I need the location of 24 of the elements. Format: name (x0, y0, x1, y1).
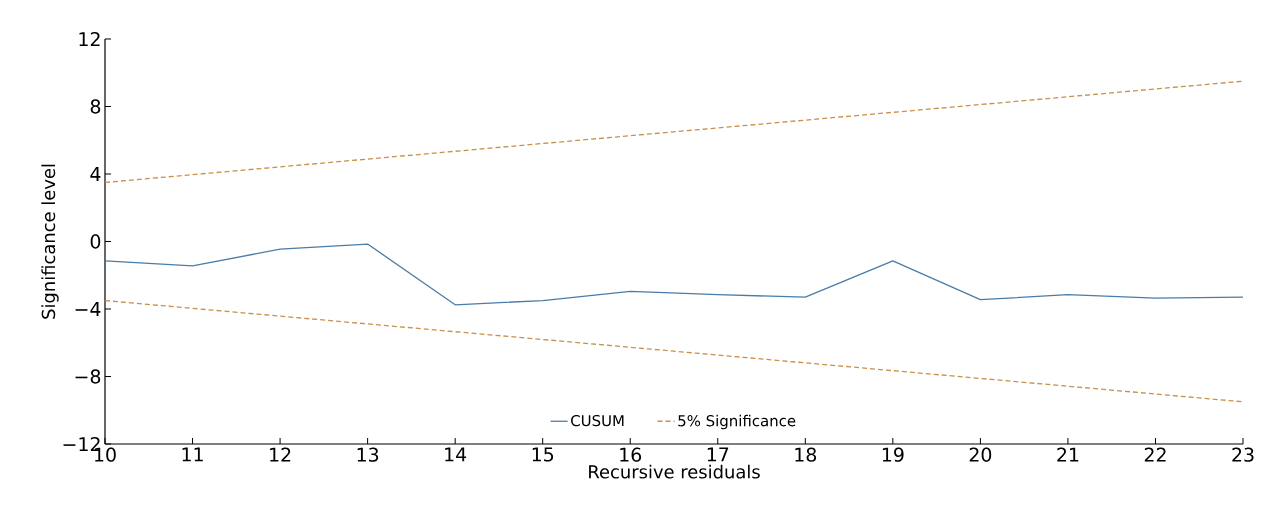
y-tick-label: −8 (75, 369, 101, 384)
y-tick-label: −4 (75, 302, 101, 316)
x-tick-label: 20 (969, 447, 992, 462)
y-axis-title: Significance level (41, 164, 59, 319)
y-tick-label: 4 (90, 167, 101, 181)
x-tick-label: 16 (620, 447, 642, 462)
x-tick-label: 19 (882, 447, 904, 462)
x-tick-label: 12 (270, 447, 291, 462)
x-tick-label: 17 (707, 447, 729, 462)
x-tick-label: 13 (357, 447, 379, 462)
x-tick-label: 23 (1232, 447, 1254, 462)
x-axis-title: Recursive residuals (589, 464, 760, 479)
x-tick-label: 15 (532, 447, 554, 462)
x-tick-label: 11 (182, 447, 203, 462)
legend-label: CUSUM (571, 414, 624, 427)
y-tick-label: 8 (90, 99, 101, 114)
y-tick-label: 0 (90, 234, 101, 249)
line-series (104, 243, 1244, 306)
y-tick-label: 12 (79, 31, 100, 47)
legend-label: 5% Significance (678, 414, 796, 430)
x-tick-label: 18 (795, 447, 817, 462)
x-tick-label: 22 (1144, 447, 1166, 462)
x-tick-label: 21 (1057, 447, 1079, 462)
x-tick-label: 14 (445, 447, 467, 462)
